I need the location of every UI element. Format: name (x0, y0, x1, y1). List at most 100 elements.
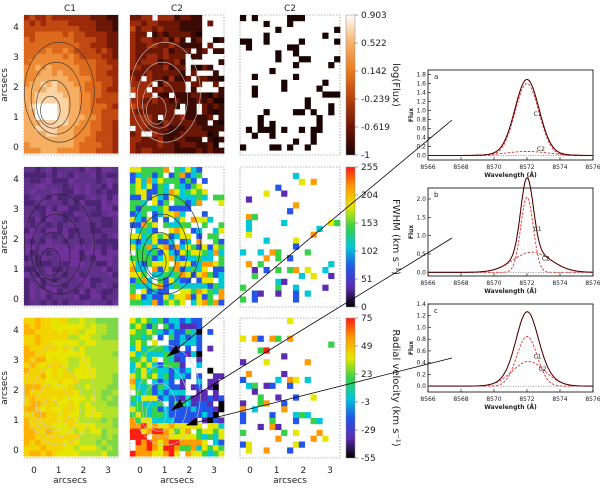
map-pixel (35, 351, 41, 358)
map-pixel (152, 59, 158, 66)
map-pixel (292, 418, 300, 425)
map-pixel (112, 125, 119, 132)
map-pixel (29, 147, 36, 154)
map-pixel (146, 329, 153, 335)
map-pixel (35, 428, 41, 435)
map-pixel (168, 86, 175, 93)
map-pixel (190, 81, 197, 88)
map-pixel (62, 131, 69, 137)
map-pixel (29, 428, 36, 435)
map-pixel (130, 211, 136, 218)
map-pixel (101, 114, 108, 121)
map-pixel (57, 423, 64, 429)
map-pixel (201, 75, 208, 82)
map-pixel (201, 445, 208, 452)
map-pixel (146, 109, 153, 115)
map-pixel (40, 244, 47, 251)
y-axis-label: Flux (408, 341, 415, 355)
map-pixel (79, 362, 86, 369)
map-pixel (24, 400, 30, 407)
map-pixel (157, 48, 164, 55)
map-pixel (130, 31, 136, 38)
map-pixel (106, 272, 113, 278)
map-pixel (29, 261, 36, 267)
map-pixel (334, 91, 341, 98)
map-pixel (90, 53, 97, 60)
map-pixel (68, 445, 75, 452)
map-pixel (163, 294, 170, 301)
map-pixel (62, 272, 69, 278)
map-pixel (84, 81, 91, 88)
map-pixel (79, 200, 86, 207)
map-pixel (79, 194, 86, 201)
map-pixel (190, 42, 197, 49)
map-pixel (157, 86, 164, 93)
map-pixel (207, 450, 214, 457)
map-pixel (95, 75, 102, 82)
component-C2 (428, 361, 593, 387)
map-pixel (73, 277, 80, 284)
map-pixel (90, 42, 97, 49)
map-pixel (141, 216, 147, 223)
map-pixel (146, 216, 153, 223)
map-pixel (130, 255, 136, 262)
map-pixel (174, 249, 181, 256)
map-pixel (196, 334, 203, 341)
map-pixel (68, 238, 75, 245)
map-pixel (51, 97, 58, 104)
map-pixel (84, 450, 91, 457)
map-pixel (152, 64, 158, 71)
map-pixel (304, 249, 311, 256)
map-pixel (179, 288, 186, 295)
map-pixel (29, 86, 36, 93)
map-pixel (130, 86, 136, 93)
map-pixel (196, 351, 203, 358)
map-pixel (62, 222, 69, 229)
y-tick-label: 1.0 (416, 324, 426, 331)
colorbar-label-fwhm: FWHM (km s⁻¹) (390, 199, 401, 275)
map-pixel (24, 417, 30, 424)
map-pixel (90, 125, 97, 132)
map-pixel (79, 48, 86, 55)
map-pixel (57, 318, 64, 324)
map-pixel (62, 288, 69, 295)
map-pixel (95, 53, 102, 60)
map-pixel (90, 340, 97, 346)
map-pixel (46, 389, 52, 396)
map-pixel (24, 172, 30, 179)
map-pixel (240, 335, 247, 342)
map-pixel (152, 97, 158, 104)
map-pixel (135, 299, 142, 306)
map-pixel (46, 48, 52, 55)
map-pixel (174, 178, 181, 184)
map-pixel (207, 412, 214, 418)
x-axis-label: Wavelength (Å) (484, 404, 537, 411)
map-pixel (57, 384, 64, 391)
map-pixel (275, 144, 282, 151)
contour-line (146, 398, 167, 428)
map-pixel (90, 189, 97, 195)
map-pixel (190, 26, 197, 32)
map-pixel (51, 345, 58, 352)
map-pixel (201, 255, 208, 262)
map-pixel (112, 120, 119, 126)
colorbar-tick-label: 49 (361, 342, 373, 352)
map-pixel (163, 114, 170, 121)
map-pixel (95, 48, 102, 55)
map-pixel (29, 244, 36, 251)
map-pixel (101, 70, 108, 77)
map-pixel (95, 412, 102, 418)
map-pixel (130, 147, 136, 154)
map-pixel (112, 450, 119, 457)
map-pixel (168, 136, 175, 143)
map-pixel (196, 97, 203, 104)
map-pixel (174, 42, 181, 49)
map-pixel (157, 244, 164, 251)
map-pixel (68, 59, 75, 66)
map-pixel (218, 423, 225, 429)
map-pixel (95, 131, 102, 137)
map-pixel (79, 334, 86, 341)
map-pixel (112, 227, 119, 234)
map-pixel (196, 412, 203, 418)
map-pixel (95, 59, 102, 66)
